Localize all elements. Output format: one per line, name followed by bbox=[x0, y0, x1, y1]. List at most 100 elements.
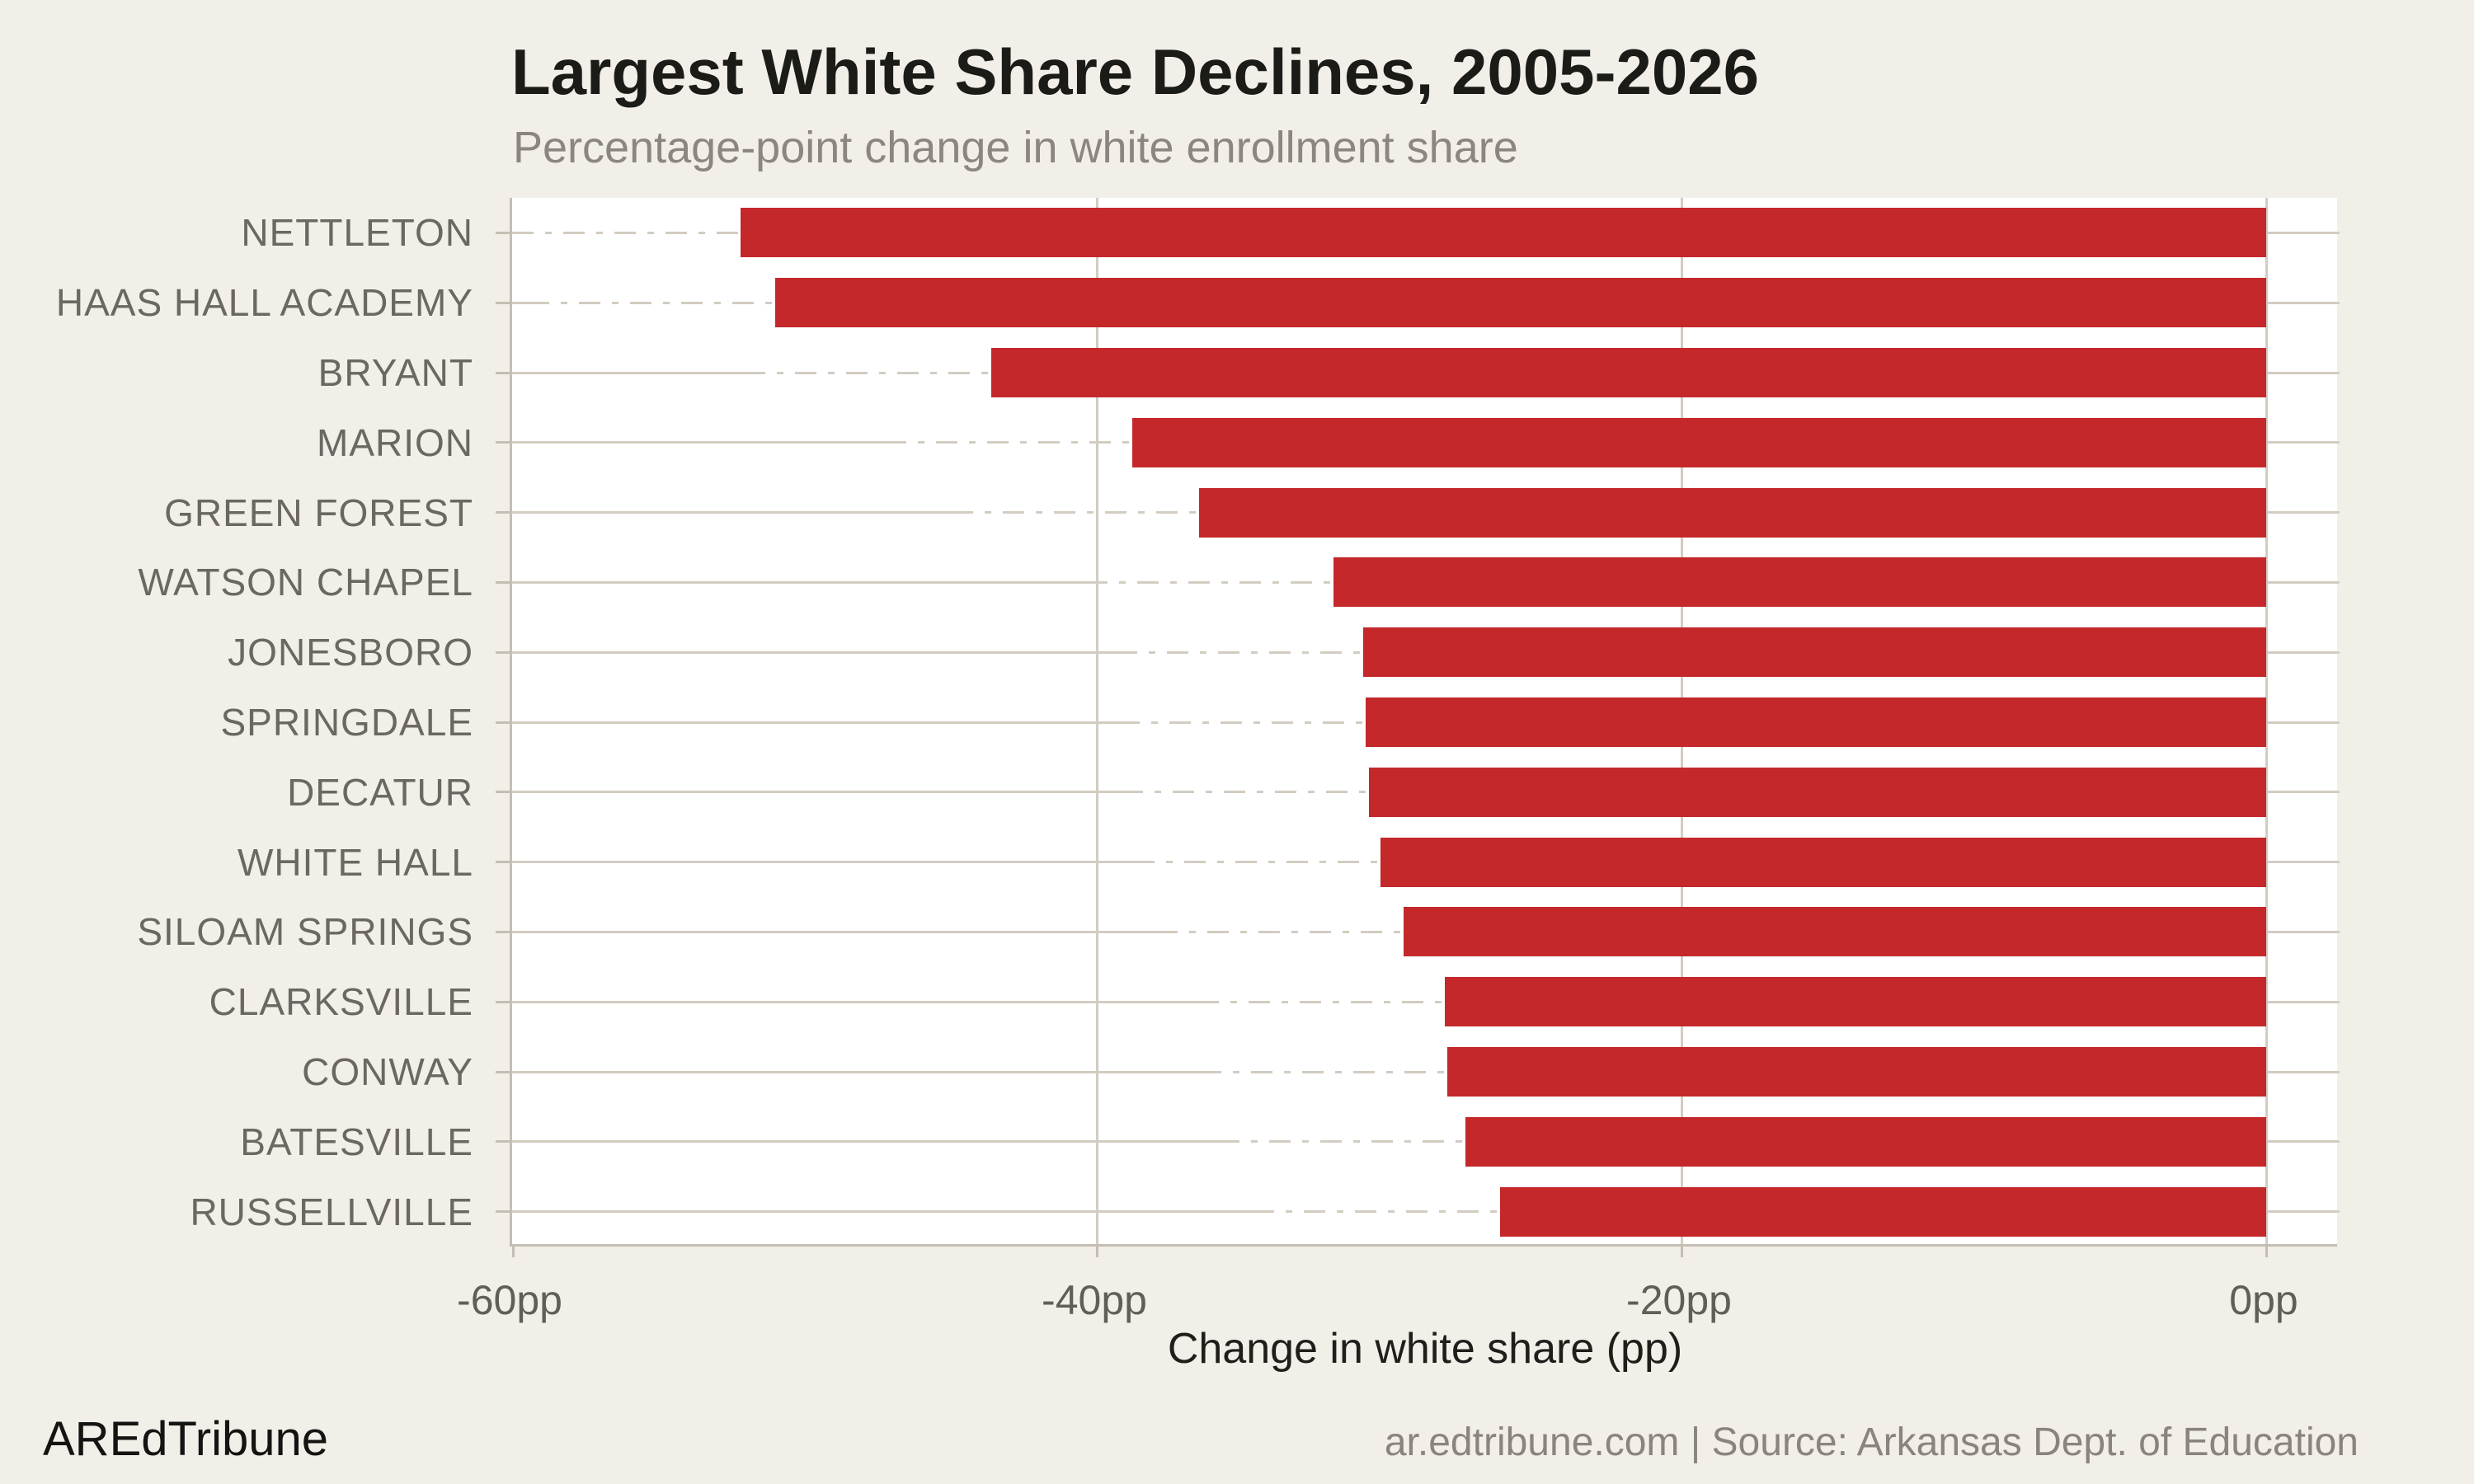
row-gridline-right bbox=[2266, 301, 2340, 304]
row-gridline-dashed bbox=[1217, 1140, 1465, 1144]
bar bbox=[775, 278, 2266, 328]
row-gridline-dashed bbox=[1132, 861, 1380, 864]
row-gridline bbox=[512, 721, 1119, 724]
row-gridline-dashed bbox=[1253, 1210, 1501, 1214]
bar bbox=[1131, 417, 2266, 467]
category-label: HAAS HALL ACADEMY bbox=[55, 281, 473, 325]
row-gridline bbox=[512, 301, 529, 304]
row-gridline bbox=[512, 861, 1133, 864]
row-gridline-dashed bbox=[1118, 721, 1366, 724]
y-axis-category-labels: NETTLETON HAAS HALL ACADEMY BRYANT MARION GR… bbox=[0, 198, 473, 1247]
row-gridline-right bbox=[2266, 861, 2340, 864]
row-gridline-dashed bbox=[1197, 1000, 1445, 1003]
row-gridline bbox=[512, 1140, 1218, 1144]
bar bbox=[1500, 1186, 2266, 1237]
row-gridline-dashed bbox=[952, 511, 1200, 514]
x-tick-label: -60pp bbox=[457, 1277, 562, 1323]
row-gridline bbox=[512, 650, 1116, 654]
y-axis-tick-mark bbox=[496, 1070, 510, 1073]
row-gridline bbox=[512, 930, 1157, 933]
x-tick-label: -20pp bbox=[1626, 1277, 1732, 1323]
category-label: WATSON CHAPEL bbox=[138, 561, 473, 604]
category-label: NETTLETON bbox=[241, 211, 473, 255]
bar bbox=[1404, 907, 2266, 957]
category-label: MARION bbox=[317, 420, 473, 464]
x-axis-tick-mark bbox=[512, 1247, 515, 1257]
y-axis-tick-mark bbox=[496, 441, 510, 444]
y-axis-tick-mark bbox=[496, 791, 510, 794]
row-gridline-dashed bbox=[884, 441, 1132, 444]
row-gridline-dashed bbox=[744, 371, 992, 374]
category-label: GREEN FOREST bbox=[164, 491, 473, 534]
y-axis-tick-mark bbox=[496, 1210, 510, 1214]
row-gridline-dashed bbox=[1156, 930, 1404, 933]
row-gridline bbox=[512, 1070, 1201, 1073]
bar bbox=[1368, 767, 2266, 817]
y-axis-tick-mark bbox=[496, 301, 510, 304]
y-axis-tick-mark bbox=[496, 721, 510, 724]
category-label: CLARKSVILLE bbox=[209, 980, 473, 1024]
x-tick-label: 0pp bbox=[2229, 1277, 2298, 1323]
row-gridline-right bbox=[2266, 580, 2340, 584]
row-gridline bbox=[512, 1000, 1197, 1003]
row-gridline bbox=[512, 580, 1087, 584]
x-axis-tick-labels: -60pp -40pp -20pp 0pp bbox=[0, 1276, 2474, 1334]
y-axis-tick-mark bbox=[496, 511, 510, 514]
row-gridline-right bbox=[2266, 1210, 2340, 1214]
y-axis-tick-mark bbox=[496, 1140, 510, 1144]
row-gridline-dashed bbox=[528, 301, 776, 304]
row-gridline-right bbox=[2266, 441, 2340, 444]
row-gridline-right bbox=[2266, 1000, 2340, 1003]
footer-brand: AREdTribune bbox=[43, 1412, 329, 1466]
y-axis-tick-mark bbox=[496, 580, 510, 584]
row-gridline-right bbox=[2266, 930, 2340, 933]
row-gridline-right bbox=[2266, 1070, 2340, 1073]
x-axis-title: Change in white share (pp) bbox=[1167, 1325, 1683, 1373]
row-gridline bbox=[512, 1210, 1253, 1214]
row-gridline bbox=[512, 371, 745, 374]
chart-subtitle: Percentage-point change in white enrollm… bbox=[513, 123, 1518, 172]
category-label: CONWAY bbox=[302, 1050, 473, 1093]
bar bbox=[1447, 1047, 2266, 1097]
bar bbox=[1465, 1116, 2266, 1167]
category-label: DECATUR bbox=[287, 770, 473, 814]
row-gridline-right bbox=[2266, 511, 2340, 514]
row-gridline-dashed bbox=[1200, 1070, 1448, 1073]
row-gridline-dashed bbox=[1115, 650, 1363, 654]
bar bbox=[1366, 697, 2266, 747]
row-gridline-right bbox=[2266, 791, 2340, 794]
bar bbox=[1362, 627, 2266, 678]
row-gridline-right bbox=[2266, 721, 2340, 724]
y-axis-tick-mark bbox=[496, 861, 510, 864]
row-gridline-dashed bbox=[1086, 580, 1334, 584]
row-gridline bbox=[512, 441, 885, 444]
row-gridline-right bbox=[2266, 650, 2340, 654]
bar bbox=[1333, 557, 2266, 608]
bar bbox=[740, 208, 2266, 258]
row-gridline-right bbox=[2266, 1140, 2340, 1144]
x-axis-tick-mark bbox=[1680, 1247, 1683, 1257]
y-axis-tick-mark bbox=[496, 930, 510, 933]
row-gridline-right bbox=[2266, 371, 2340, 374]
category-label: SPRINGDALE bbox=[220, 700, 473, 744]
row-gridline-right bbox=[2266, 231, 2340, 234]
bar bbox=[1444, 977, 2266, 1027]
plot-area bbox=[496, 198, 2340, 1257]
row-gridline-dashed bbox=[1121, 791, 1369, 794]
row-gridline bbox=[512, 791, 1122, 794]
bar bbox=[991, 348, 2266, 397]
category-label: WHITE HALL bbox=[237, 840, 473, 884]
x-axis-tick-mark bbox=[2265, 1247, 2268, 1257]
footer-source: ar.edtribune.com | Source: Arkansas Dept… bbox=[1384, 1421, 2359, 1464]
x-tick-label: -40pp bbox=[1042, 1277, 1147, 1323]
category-label: BRYANT bbox=[317, 350, 473, 394]
y-axis-tick-mark bbox=[496, 650, 510, 654]
y-axis-tick-mark bbox=[496, 231, 510, 234]
chart-title: Largest White Share Declines, 2005-2026 bbox=[511, 35, 1760, 108]
y-axis-tick-mark bbox=[496, 1000, 510, 1003]
row-gridline bbox=[512, 511, 952, 514]
bar bbox=[1199, 487, 2266, 538]
y-axis-tick-mark bbox=[496, 371, 510, 374]
category-label: JONESBORO bbox=[228, 631, 473, 674]
